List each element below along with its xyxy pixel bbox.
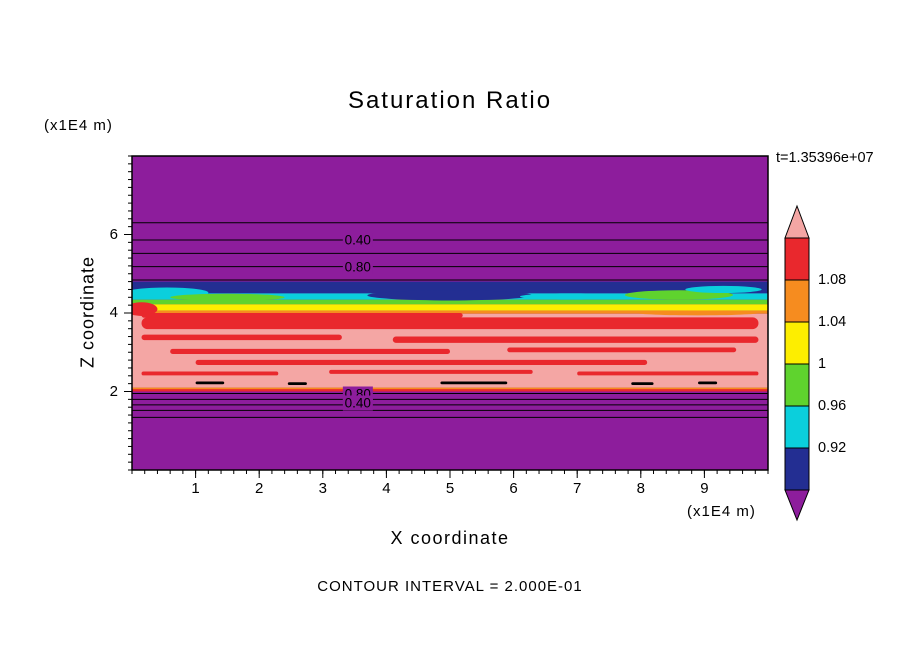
plot-layers — [132, 156, 768, 470]
timestamp-label: t=1.35396e+07 — [776, 150, 874, 166]
value-band-red — [132, 389, 768, 392]
x-axis-unit-label: (x1E4 m) — [687, 503, 756, 520]
streak-red — [141, 317, 759, 330]
x-tick-label: 8 — [636, 480, 645, 497]
colorbar-tick-label: 1.08 — [818, 272, 847, 288]
patch-red — [132, 302, 158, 316]
x-tick-label: 5 — [445, 480, 455, 497]
contour-dash — [631, 382, 654, 386]
contour-dash — [698, 381, 718, 385]
streak-red — [170, 348, 450, 355]
streak-red — [507, 347, 737, 353]
z-tick-label: 6 — [109, 225, 118, 243]
y-axis-title: Z coordinate — [77, 255, 98, 369]
contour-label: 0.40 — [342, 232, 373, 248]
colorbar-tick-label: 1 — [818, 356, 827, 372]
x-axis-title: X coordinate — [390, 528, 510, 548]
x-tick-label: 6 — [509, 480, 518, 497]
patch-green — [170, 293, 285, 301]
x-tick-label: 4 — [382, 480, 391, 497]
streak-red — [577, 371, 759, 376]
contour-label: 0.40 — [342, 395, 373, 411]
x-tick-label: 3 — [318, 480, 327, 497]
x-tick-label: 9 — [700, 480, 709, 497]
value-band-yellow — [132, 304, 768, 311]
contour-dash — [287, 382, 307, 386]
streak-red — [392, 336, 759, 343]
value-band-navy — [132, 281, 768, 294]
colorbar-tick-label: 0.92 — [818, 440, 847, 456]
patch-green — [624, 290, 734, 300]
streak-red — [141, 371, 279, 376]
contour-dash — [195, 381, 225, 385]
z-tick-label: 2 — [109, 382, 118, 400]
colorbar-block-orange — [784, 279, 810, 323]
colorbar-block-green — [784, 363, 810, 407]
streak-red — [141, 313, 463, 318]
colorbar-tick-label: 1.04 — [818, 314, 847, 330]
value-band-orange — [132, 310, 768, 314]
contour-interval-note: CONTOUR INTERVAL = 2.000E-01 — [317, 578, 583, 595]
x-tick-label: 1 — [191, 480, 200, 497]
contour-dash — [440, 381, 508, 385]
streak-red — [141, 334, 342, 341]
chart-title: Saturation Ratio — [347, 87, 553, 114]
x-tick-label: 2 — [255, 480, 264, 497]
value-band-green — [132, 299, 768, 305]
colorbar-block-yellow — [784, 321, 810, 365]
y-axis-unit-label: (x1E4 m) — [44, 117, 113, 134]
z-tick-label: 4 — [109, 304, 118, 321]
patch-orange — [637, 310, 759, 316]
contour-label: 0.80 — [342, 259, 373, 275]
patch-navy — [367, 290, 533, 301]
streak-red — [329, 369, 533, 374]
patch-cyan — [685, 285, 762, 293]
colorbar-bottom-spike — [784, 489, 810, 522]
colorbar-tick-label: 0.96 — [818, 398, 847, 414]
streak-red — [195, 359, 648, 366]
patch-cyan — [519, 293, 622, 300]
x-tick-label: 7 — [573, 480, 582, 497]
